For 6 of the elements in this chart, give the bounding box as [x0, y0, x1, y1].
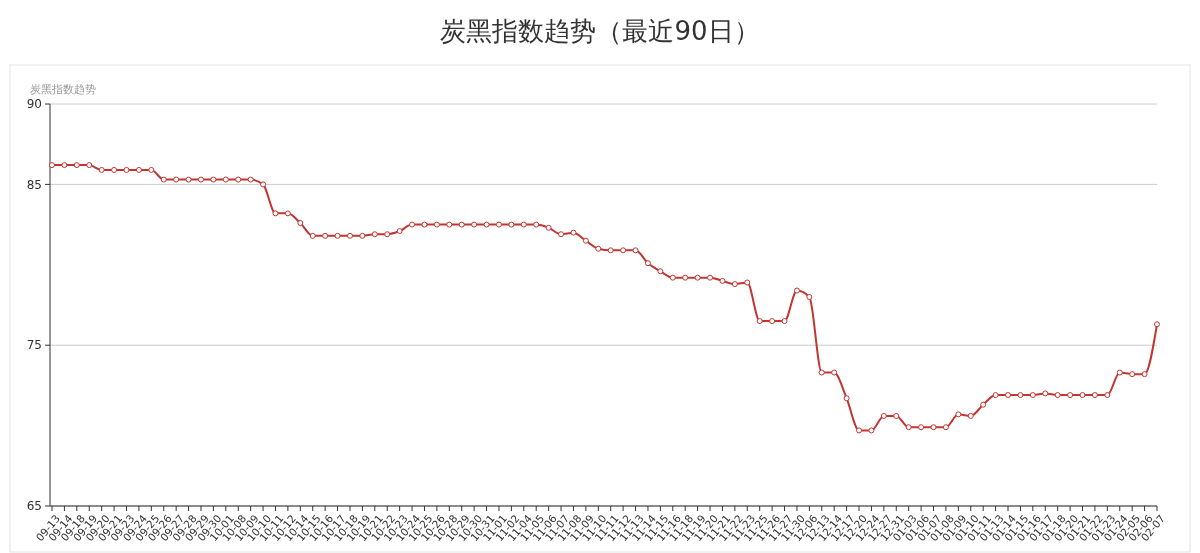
chart-title: 炭黑指数趋势（最近90日）: [440, 16, 760, 46]
y-tick-label: 90: [26, 97, 42, 112]
y-tick-label: 65: [26, 499, 42, 514]
y-tick-label: 85: [26, 177, 42, 192]
y-axis-title: 炭黑指数趋势: [30, 83, 96, 96]
y-tick-label: 75: [26, 338, 42, 353]
